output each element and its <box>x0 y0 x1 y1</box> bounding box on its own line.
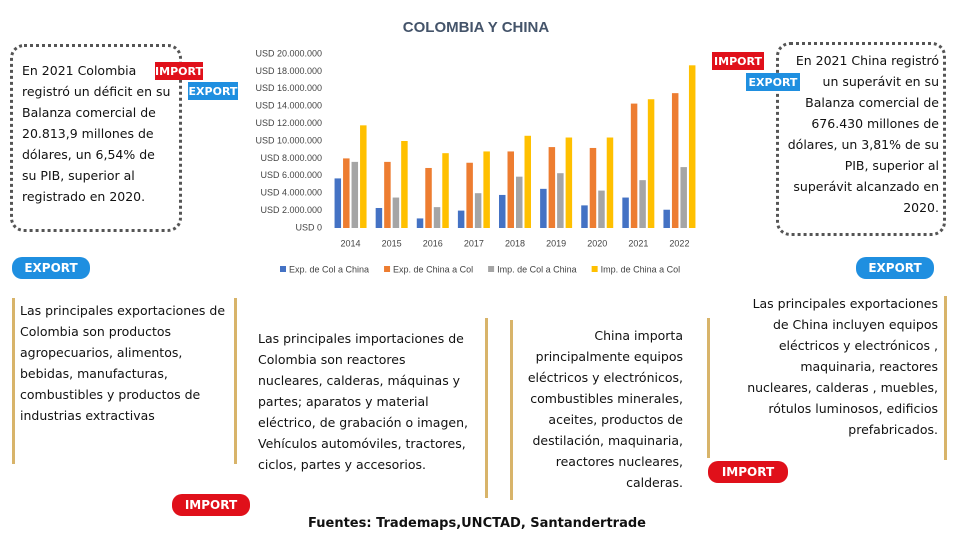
bar <box>499 194 506 228</box>
bar <box>680 167 687 228</box>
footer: Fuentes: Trademaps,UNCTAD, Santandertrad… <box>308 516 646 531</box>
x-tick-label: 2021 <box>628 238 648 248</box>
y-tick-label: USD 0 <box>295 222 322 232</box>
bar <box>688 65 696 228</box>
y-tick-label: USD 4.000.000 <box>260 188 322 198</box>
divider <box>12 298 15 464</box>
bar <box>598 190 605 228</box>
bar <box>433 207 441 228</box>
paragraph: China importa principalmente equipos elé… <box>527 328 683 490</box>
badge: IMPORT <box>712 52 764 70</box>
chart: COLOMBIA Y CHINA USD 0 USD 2.000.000 USD 4… <box>255 19 696 274</box>
legend-swatch <box>280 266 286 272</box>
divider <box>707 318 710 458</box>
bar <box>425 167 432 228</box>
x-tick-label: 2019 <box>546 238 566 248</box>
bar <box>401 141 408 228</box>
badge: EXPORT <box>188 82 238 100</box>
y-tick-label: USD 16.000.000 <box>255 83 322 93</box>
note: En 2021 Colombia registró un déficit en … <box>22 63 171 204</box>
bar <box>540 188 547 228</box>
legend-label: Imp. de China a Col <box>601 264 681 274</box>
bar <box>647 99 655 229</box>
bar <box>343 158 350 228</box>
badge: EXPORT <box>746 73 800 91</box>
bar <box>639 180 646 228</box>
bar <box>384 161 391 228</box>
x-tick-label: 2014 <box>341 238 361 248</box>
divider <box>510 320 513 500</box>
x-tick-label: 2020 <box>587 238 607 248</box>
note: En 2021 China registró un superávit en s… <box>787 53 939 215</box>
bar <box>557 173 564 228</box>
bar <box>516 176 523 228</box>
legend-swatch <box>384 266 391 272</box>
note-box <box>10 44 182 232</box>
y-tick-label: USD 2.000.000 <box>260 205 322 215</box>
badge: IMPORT <box>155 62 203 80</box>
paragraph: Las principales exportaciones de China i… <box>747 296 938 437</box>
bar <box>548 147 556 228</box>
bar <box>466 162 473 228</box>
badge: EXPORT <box>856 257 934 279</box>
y-tick-label: USD 18.000.000 <box>255 66 322 76</box>
legend-swatch <box>488 266 495 272</box>
y-tick-label: USD 10.000.000 <box>255 135 322 145</box>
y-tick-label: USD 20.000.000 <box>255 48 322 58</box>
bar <box>524 135 531 228</box>
paragraph: Las principales importaciones de Colombi… <box>258 331 468 472</box>
bar <box>375 207 383 228</box>
bar <box>671 93 679 229</box>
bar <box>474 193 482 228</box>
bar <box>507 151 514 228</box>
bar <box>334 178 342 228</box>
x-tick-label: 2015 <box>382 238 402 248</box>
bar <box>351 161 359 228</box>
legend-swatch <box>591 266 598 272</box>
bar <box>442 153 449 228</box>
bar <box>622 197 629 228</box>
divider <box>234 298 237 464</box>
bar <box>589 147 597 228</box>
x-tick-label: 2022 <box>669 238 689 248</box>
chart-title: COLOMBIA Y CHINA <box>403 19 550 36</box>
bar <box>392 197 400 228</box>
bar <box>483 151 490 228</box>
divider <box>485 318 488 498</box>
divider <box>944 296 947 460</box>
legend-label: Exp. de China a Col <box>393 264 473 274</box>
bar <box>663 209 670 228</box>
y-tick-label: USD 6.000.000 <box>260 170 322 180</box>
y-tick-label: USD 12.000.000 <box>255 118 322 128</box>
x-tick-label: 2017 <box>464 238 484 248</box>
y-tick-label: USD 14.000.000 <box>255 101 322 111</box>
note-box <box>776 42 946 236</box>
bar <box>360 125 367 228</box>
legend-label: Imp. de Col a China <box>497 264 577 274</box>
bar <box>457 210 465 228</box>
paragraph: Las principales exportaciones de Colombi… <box>20 303 226 423</box>
badge: IMPORT <box>172 494 250 516</box>
x-tick-label: 2016 <box>423 238 443 248</box>
bar <box>606 137 614 228</box>
legend-label: Exp. de Col a China <box>289 264 369 274</box>
bar <box>565 137 573 228</box>
bar <box>416 218 424 228</box>
x-tick-label: 2018 <box>505 238 525 248</box>
badge: IMPORT <box>708 461 788 483</box>
badge: EXPORT <box>12 257 90 279</box>
bar <box>630 103 638 228</box>
y-tick-label: USD 8.000.000 <box>260 153 322 163</box>
bar <box>581 205 588 228</box>
